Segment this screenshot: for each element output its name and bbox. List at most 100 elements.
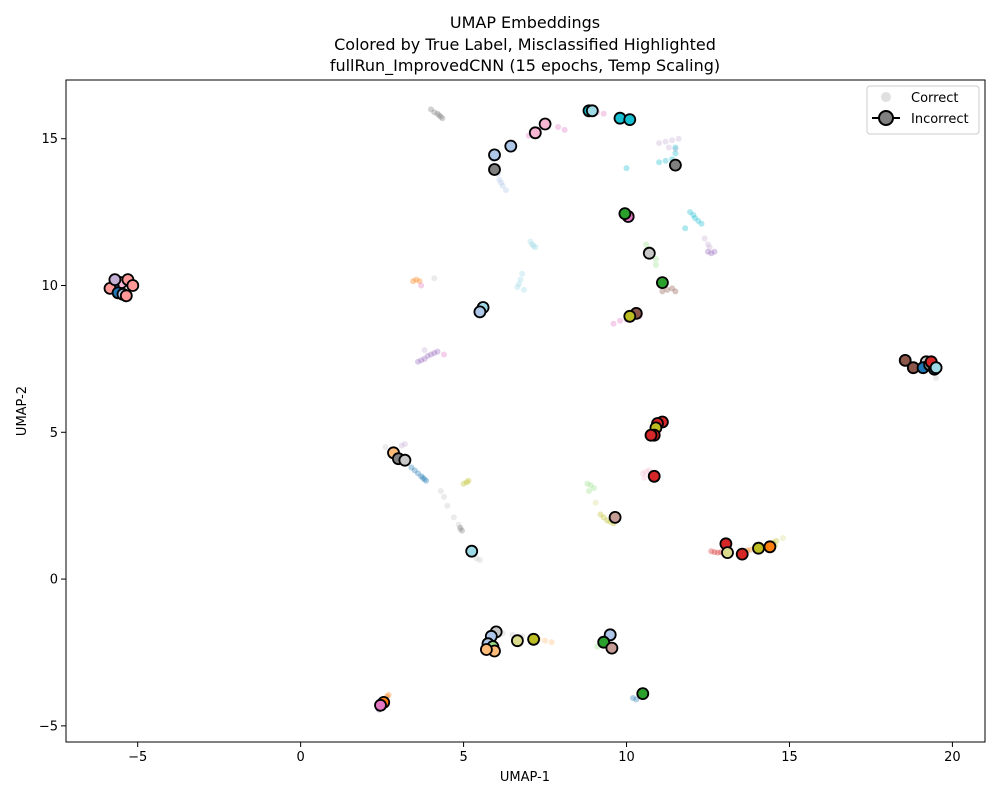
correct-point [520, 286, 527, 293]
correct-point [527, 238, 534, 245]
incorrect-point [647, 469, 661, 483]
title-line-1: UMAP Embeddings [450, 13, 600, 32]
correct-point [711, 549, 718, 556]
correct-point [665, 144, 672, 151]
correct-point [586, 488, 592, 494]
y-tick-label: 15 [41, 132, 58, 147]
correct-point [672, 146, 679, 152]
incorrect-point [623, 113, 637, 126]
correct-point [416, 278, 423, 285]
correct-point [460, 480, 467, 487]
correct-point [418, 473, 425, 480]
incorrect-point [929, 361, 943, 375]
incorrect-point [735, 547, 749, 561]
correct-point [498, 179, 505, 186]
correct-point [459, 527, 465, 534]
incorrect-point [644, 428, 658, 442]
correct-point [516, 281, 522, 287]
correct-points-layer [375, 106, 940, 713]
legend: Correct Incorrect [866, 85, 980, 135]
incorrect-point [504, 139, 518, 153]
correct-point [419, 474, 426, 481]
title-line-3: fullRun_ImprovedCNN (15 epochs, Temp Sca… [330, 56, 720, 76]
correct-point [496, 176, 503, 183]
chart-title: UMAP Embeddings Colored by True Label, M… [330, 13, 720, 76]
correct-point [398, 442, 405, 449]
correct-point [421, 347, 428, 354]
correct-point [499, 182, 506, 189]
correct-point [623, 165, 630, 172]
correct-point [659, 288, 666, 295]
correct-point [410, 278, 417, 285]
correct-point [597, 511, 604, 518]
correct-point [385, 692, 392, 698]
y-axis-label: UMAP-2 [15, 386, 30, 436]
incorrect-point [488, 163, 501, 176]
correct-point [652, 261, 659, 268]
correct-point [669, 137, 676, 144]
correct-point [455, 521, 462, 528]
correct-point [542, 637, 549, 644]
y-tick-label: 10 [41, 279, 58, 294]
correct-point [401, 441, 408, 447]
correct-point [690, 212, 697, 218]
incorrect-point [656, 276, 669, 290]
correct-point [708, 548, 715, 555]
correct-point [633, 696, 640, 703]
correct-point [441, 493, 447, 500]
legend-correct-label: Correct [911, 91, 958, 106]
correct-point [436, 112, 443, 119]
correct-point [701, 235, 708, 242]
correct-point [450, 514, 457, 521]
incorrect-point [721, 546, 734, 559]
correct-point [441, 351, 447, 358]
correct-point [428, 106, 434, 113]
legend-incorrect-label: Incorrect [911, 112, 969, 127]
correct-point [664, 286, 671, 293]
correct-point [610, 320, 617, 327]
correct-point [408, 464, 415, 471]
incorrect-point [669, 158, 682, 172]
legend-incorrect-marker [878, 110, 894, 126]
correct-point [548, 639, 555, 646]
incorrect-point [528, 126, 542, 140]
correct-point [687, 209, 694, 216]
incorrect-point [642, 246, 656, 260]
title-line-2: Colored by True Label, Misclassified Hig… [334, 35, 716, 54]
correct-point [706, 244, 713, 251]
correct-point [457, 524, 464, 531]
correct-point [434, 348, 441, 355]
correct-point [711, 248, 718, 255]
correct-point [604, 517, 610, 524]
correct-point [933, 375, 940, 381]
correct-point [411, 467, 418, 474]
incorrect-point [374, 698, 387, 712]
correct-point [656, 159, 663, 166]
correct-point [617, 317, 623, 324]
correct-point [382, 444, 389, 450]
correct-point [502, 187, 509, 194]
correct-point [780, 535, 786, 541]
incorrect-point [623, 309, 637, 323]
correct-point [473, 555, 480, 562]
correct-point [529, 241, 535, 248]
plot-frame [65, 79, 986, 743]
correct-point [656, 140, 663, 147]
incorrect-point [511, 634, 524, 648]
correct-point [747, 546, 754, 553]
correct-point [662, 138, 669, 145]
correct-point [530, 242, 537, 249]
correct-point [672, 144, 679, 151]
correct-point [672, 288, 679, 295]
correct-point [463, 479, 470, 486]
correct-point [418, 357, 425, 364]
incorrect-point [585, 104, 599, 118]
correct-point [476, 557, 483, 563]
correct-point [555, 124, 562, 130]
x-tick-label: 10 [618, 750, 635, 765]
correct-point [428, 351, 434, 358]
incorrect-point [618, 207, 632, 221]
correct-point [465, 477, 472, 484]
correct-point [457, 526, 464, 533]
correct-point [672, 150, 679, 157]
